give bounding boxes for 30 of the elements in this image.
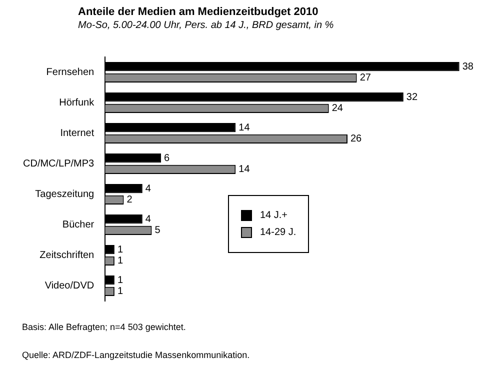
chart-subtitle: Mo-So, 5.00-24.00 Uhr, Pers. ab 14 J., BRD gesamt, in %	[78, 20, 334, 31]
data-label: 4	[145, 183, 152, 194]
data-label: 6	[164, 152, 170, 164]
data-label: 24	[332, 103, 344, 114]
data-label: 1	[117, 274, 124, 286]
data-label: 1	[117, 286, 124, 298]
y-tick-label: Tageszeitung	[35, 189, 94, 200]
chart-title: Anteile der Medien am Medienzeitbudget 2010	[78, 6, 318, 18]
y-tick-label: CD/MC/LP/MP3	[23, 158, 95, 170]
data-label: 26	[350, 134, 362, 145]
data-label: 5	[154, 225, 161, 236]
data-label: 27	[360, 72, 372, 84]
data-label: 32	[406, 92, 418, 103]
data-label: 14	[238, 122, 250, 134]
y-tick-label: Hörfunk	[59, 98, 96, 108]
data-label: 1	[117, 244, 124, 256]
source-note: Quelle: ARD/ZDF-Langzeitstudie Massenkommunikation.	[22, 350, 250, 360]
text: Basis: Alle Befragten; n=4 503 gewichtet.	[22, 322, 186, 332]
y-tick-label: Bücher	[62, 220, 95, 230]
data-label: 14	[238, 164, 250, 176]
y-tick-label: Video/DVD	[44, 280, 94, 292]
y-tick-label: Internet	[60, 128, 94, 139]
legend-label: 14-29 J.	[260, 227, 296, 238]
data-label: 38	[462, 61, 474, 72]
legend-label: 14 J.+	[260, 210, 288, 221]
y-tick-label: Zeitschriften	[40, 250, 94, 261]
data-label: 2	[126, 194, 133, 206]
data-label: 1	[117, 256, 124, 267]
data-label: 4	[145, 214, 152, 225]
y-tick-label: Fernsehen	[46, 67, 94, 78]
